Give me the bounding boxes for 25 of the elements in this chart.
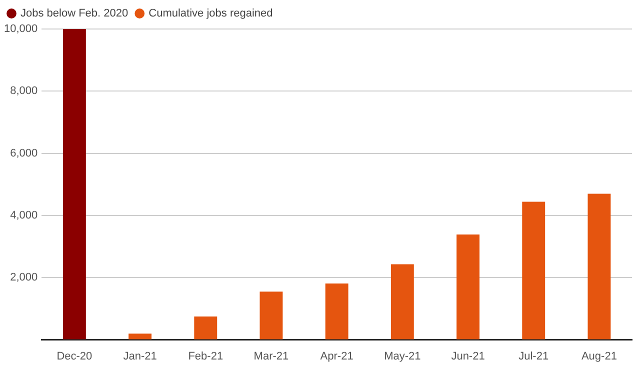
bar: [390, 264, 414, 340]
bar: [260, 292, 283, 340]
x-tick-label: May-21: [384, 350, 421, 362]
bar: [62, 29, 86, 340]
legend-label: Jobs below Feb. 2020: [20, 8, 128, 20]
y-tick-label: 6,000: [10, 147, 38, 160]
bar: [522, 202, 546, 340]
x-tick-label: Jan-21: [123, 350, 157, 362]
bar: [325, 284, 348, 340]
y-tick-label: 4,000: [10, 210, 38, 222]
bar: [588, 194, 611, 340]
x-tick-label: Dec-20: [56, 350, 92, 362]
y-tick-label: 2,000: [10, 272, 38, 284]
x-tick-label: Aug-21: [581, 350, 617, 362]
x-tick-label: Mar-21: [254, 350, 289, 362]
legend-label: Cumulative jobs regained: [148, 8, 273, 20]
x-tick-label: Apr-21: [320, 350, 354, 362]
x-tick-label: Jun-21: [451, 350, 485, 362]
bar: [128, 334, 152, 340]
y-tick-label: 8,000: [10, 85, 38, 98]
x-tick-label: Feb-21: [188, 350, 224, 362]
x-tick-label: Jul-21: [518, 350, 549, 362]
bar: [194, 316, 218, 340]
y-tick-label: 10,000: [4, 23, 38, 36]
bar: [456, 234, 480, 340]
